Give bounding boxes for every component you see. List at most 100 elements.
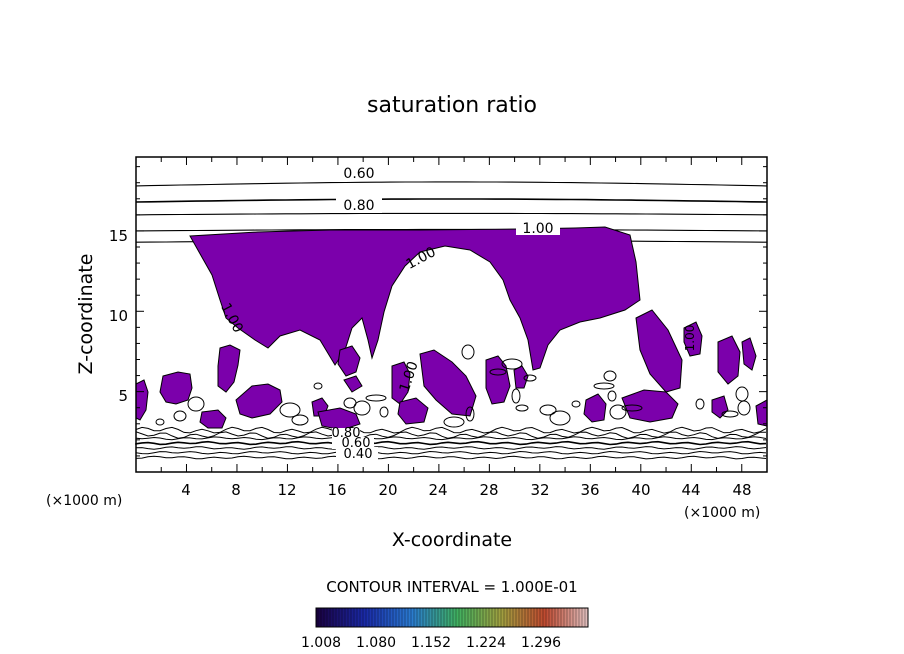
colorbar-tick-label: 1.080 [356,635,396,651]
plot-frame [135,156,768,473]
supersaturation-fill [135,226,768,431]
contour-label: 0.40 [344,447,373,462]
x-tick-marks [160,157,768,472]
contour-fragment [523,374,537,382]
colorbar-tick-label: 1.224 [466,635,506,651]
fill-region [199,409,227,429]
fill-region [485,355,511,405]
fill-region [159,371,193,405]
colorbar-frame [315,607,589,628]
contour-fragment [549,410,571,426]
contour-line [135,450,767,455]
x-tick-label: 48 [732,481,751,499]
x-tick-label: 24 [428,481,447,499]
contour-line [135,198,767,203]
contour-fragment [313,382,323,390]
contour-line [135,436,767,441]
lower-contours [135,426,767,460]
anvil-fill-region [189,226,641,371]
contour-fragment [353,400,371,416]
contour-fragment [607,390,617,402]
fill-region [635,309,683,393]
contour-line [135,426,767,434]
contour-fragment [173,410,187,422]
contour-fragment [539,404,557,416]
fill-region [317,407,361,431]
contour-line [135,455,767,460]
x-tick-label: 4 [181,481,191,499]
colorbar-tick-labels: 1.008 1.080 1.152 1.224 1.296 [301,635,561,651]
contour-fragment [621,404,643,412]
fill-region [621,389,679,423]
contour-line [135,181,767,187]
x-tick-label: 12 [277,481,296,499]
contour-fragment [279,402,301,418]
x-tick-label: 44 [681,481,700,499]
contour-line [135,440,767,446]
contour-fragment [695,398,705,410]
contour-fragment [365,394,387,402]
contour-fragment [571,400,581,408]
scattered-contours [155,344,751,428]
contour-fragment [609,404,627,420]
x-unit-label-left: (×1000 m) [46,493,122,509]
contour-fragment [465,406,475,422]
fill-region [583,393,607,423]
fill-region [717,335,741,385]
contour-fragment [511,388,521,404]
contour-fragment [443,416,465,428]
fill-region [343,375,363,393]
fill-region [741,337,757,371]
y-tick-marks [136,166,767,457]
colorbar-tick-label: 1.296 [521,635,561,651]
contour-label: 0.60 [343,166,374,182]
contour-fragment [603,370,617,382]
fill-region [683,321,703,357]
contour-interval-text: CONTOUR INTERVAL = 1.000E-01 [326,578,577,596]
contour-fragment [187,396,205,412]
contour-fragment [501,358,523,370]
fill-region [235,383,283,419]
x-tick-label: 8 [231,481,241,499]
contour-line [135,212,768,216]
fill-region [391,361,411,405]
fill-region [337,345,361,377]
x-unit-label-right: (×1000 m) [684,505,760,521]
chart-title: saturation ratio [367,93,537,118]
contour-fragment [291,414,309,426]
y-tick-labels: 5 10 15 [109,227,128,405]
plot-area: 0.60 0.80 1.00 1.00 1.00 1.00 1.00 0.80 … [135,156,768,473]
colorbar [315,607,589,628]
y-axis-title: Z-coordinate [75,254,97,375]
contour-label: 0.80 [343,198,374,214]
y-tick-label: 5 [118,387,128,405]
x-tick-label: 40 [631,481,650,499]
contour-label: 1.00 [683,325,697,352]
y-tick-label: 15 [109,227,128,245]
colorbar-tick-label: 1.008 [301,635,341,651]
contour-line [135,446,767,450]
contour-fragment [489,368,507,376]
colorbar-tick-label: 1.152 [411,635,451,651]
contour-fragment [721,410,739,418]
contour-fragment [379,406,389,418]
fill-region [397,397,429,425]
y-tick-label: 10 [109,307,128,325]
colorbar-stripes [317,608,586,627]
contour-fragment [155,418,165,426]
x-tick-labels: 4 8 12 16 20 24 28 32 36 40 44 48 [181,481,751,499]
contour-label: 1.00 [522,221,553,237]
x-tick-label: 16 [327,481,346,499]
x-tick-label: 28 [479,481,498,499]
x-tick-label: 32 [530,481,549,499]
x-tick-label: 20 [378,481,397,499]
contour-fragment [461,344,475,360]
x-tick-label: 36 [580,481,599,499]
contour-fragment [735,386,749,402]
fill-region [217,344,241,393]
fill-region [419,349,477,417]
x-axis-title: X-coordinate [392,529,512,551]
contour-fragment [593,382,615,390]
contour-fragment [515,404,529,412]
